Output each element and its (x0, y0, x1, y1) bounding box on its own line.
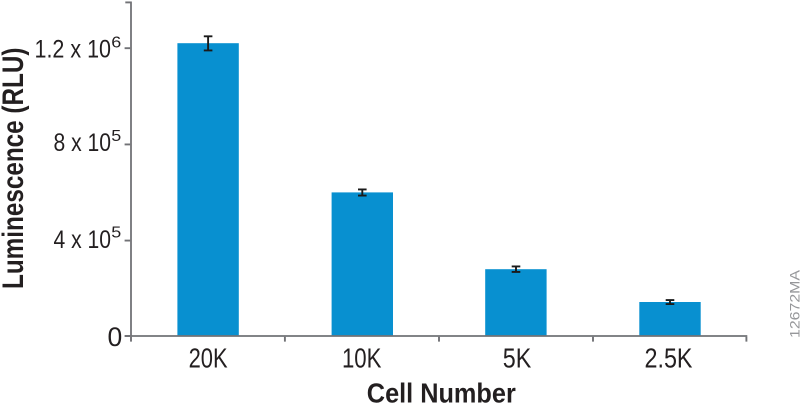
svg-text:10K: 10K (342, 343, 382, 374)
svg-text:Cell Number: Cell Number (367, 378, 516, 405)
svg-text:12672MA: 12672MA (788, 270, 800, 338)
svg-text:20K: 20K (189, 343, 228, 374)
svg-text:6: 6 (111, 34, 121, 51)
svg-text:1.2 x 10: 1.2 x 10 (35, 35, 112, 63)
svg-text:4 x 10: 4 x 10 (54, 226, 112, 254)
svg-text:Luminescence (RLU): Luminescence (RLU) (0, 48, 30, 290)
svg-text:8 x 10: 8 x 10 (54, 129, 112, 157)
svg-text:0: 0 (108, 322, 123, 352)
svg-text:5K: 5K (503, 343, 532, 374)
svg-text:5: 5 (111, 225, 121, 242)
svg-text:2.5K: 2.5K (645, 343, 693, 374)
svg-text:5: 5 (111, 128, 121, 145)
